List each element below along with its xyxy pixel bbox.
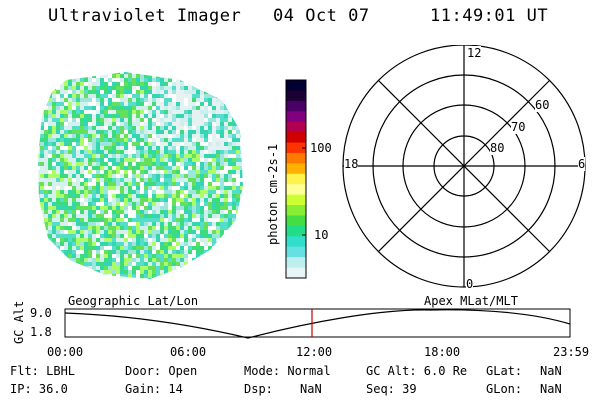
- timeline-ymax: 9.0: [30, 306, 52, 320]
- colorbar-band: [286, 257, 306, 269]
- mlat-label-80: 80: [490, 141, 505, 155]
- colorbar-band: [286, 111, 306, 123]
- instrument-title: Ultraviolet Imager: [48, 6, 242, 26]
- xtick-2359: 23:59: [553, 345, 590, 359]
- polar-diagonal-2: [378, 80, 550, 252]
- observation-date: 04 Oct 07: [273, 6, 370, 26]
- mlt-label-6: 6: [578, 157, 586, 171]
- colorbar-band: [286, 142, 306, 154]
- mlt-label-0: 0: [466, 277, 474, 291]
- mlat-label-60: 60: [535, 98, 550, 112]
- filter-value: Flt: LBHL: [10, 364, 76, 378]
- colorbar-band: [286, 246, 306, 258]
- colorbar-band: [286, 121, 306, 133]
- colorbar-band: [286, 215, 306, 227]
- colorbar-band: [286, 194, 306, 206]
- timeline-frame: [64, 308, 571, 338]
- colorbar: [285, 79, 307, 279]
- colorbar-band: [286, 225, 306, 237]
- xtick-1800: 18:00: [424, 345, 461, 359]
- xtick-0600: 06:00: [170, 345, 207, 359]
- colorbar-gradient: [286, 80, 306, 279]
- colorbar-band: [286, 80, 306, 91]
- observation-time: 11:49:01 UT: [430, 6, 549, 26]
- colorbar-band: [286, 267, 306, 279]
- timeline-right-caption: Apex MLat/MLT: [424, 294, 518, 308]
- colorbar-tick-label-100: 100: [310, 141, 332, 155]
- glat-label: GLat:: [486, 364, 523, 378]
- mlt-label-12: 12: [467, 46, 482, 60]
- gc-alt-value: GC Alt: 6.0 Re: [366, 364, 468, 378]
- glon-label: GLon:: [486, 382, 523, 396]
- xtick-0000: 00:00: [47, 345, 84, 359]
- dsp-value: NaN: [300, 382, 322, 396]
- xtick-1200: 12:00: [296, 345, 333, 359]
- dsp-label: Dsp:: [244, 382, 273, 396]
- colorbar-band: [286, 184, 306, 196]
- colorbar-tick-label-10: 10: [314, 228, 329, 242]
- colorbar-band: [286, 152, 306, 164]
- colorbar-band: [286, 90, 306, 102]
- timeline-ymin: 1.8: [30, 325, 52, 339]
- colorbar-band: [286, 205, 306, 216]
- colorbar-band: [286, 100, 306, 112]
- door-status: Door: Open: [125, 364, 198, 378]
- seq-value: Seq: 39: [366, 382, 417, 396]
- glat-value: NaN: [540, 364, 562, 378]
- mlt-label-18: 18: [344, 157, 359, 171]
- colorbar-band: [286, 236, 306, 248]
- colorbar-band: [286, 163, 306, 175]
- colorbar-frame: [285, 79, 307, 279]
- gain-value: Gain: 14: [125, 382, 183, 396]
- ip-value: IP: 36.0: [10, 382, 68, 396]
- colorbar-band: [286, 132, 306, 144]
- glon-value: NaN: [540, 382, 562, 396]
- mode-value: Mode: Normal: [244, 364, 331, 378]
- mlat-label-70: 70: [511, 120, 526, 134]
- altitude-curve: [64, 309, 571, 339]
- colorbar-band: [286, 173, 306, 185]
- timeline-left-caption: Geographic Lat/Lon: [68, 294, 199, 308]
